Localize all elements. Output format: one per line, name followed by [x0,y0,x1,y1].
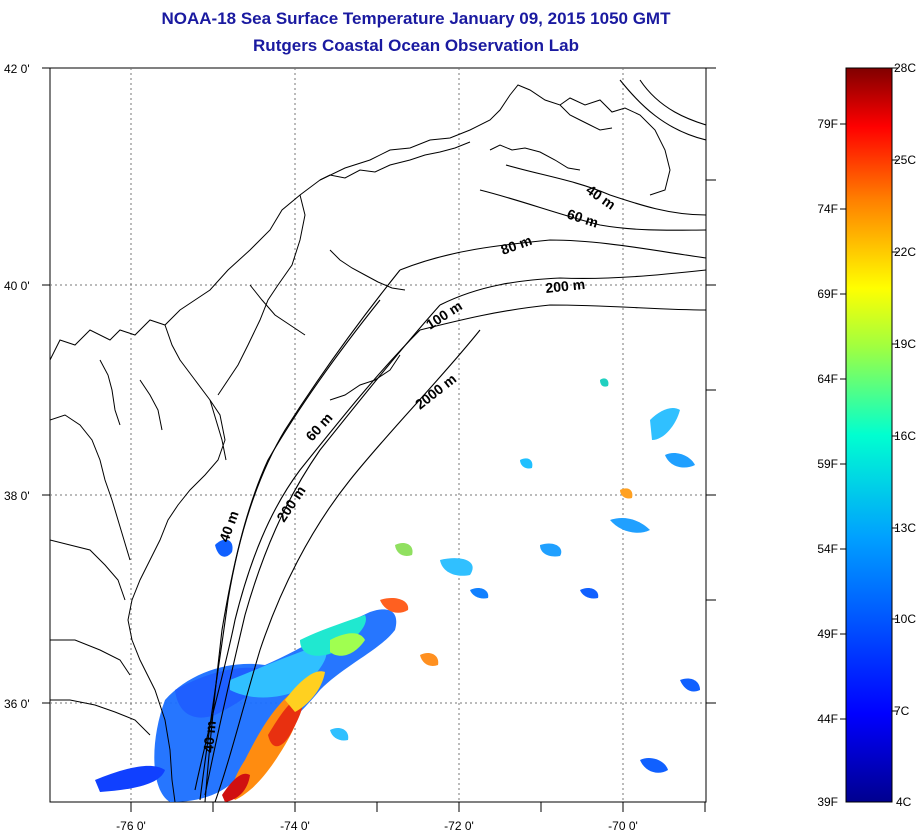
latitude-labels: 42 0' 40 0' 38 0' 36 0' [4,62,30,711]
cb-f-49: 49F [817,627,838,641]
sst-data-layer [95,378,700,802]
lon-label-70: -70 0' [608,819,638,832]
frame-ticks [42,67,716,812]
colorbar-gradient [845,67,893,803]
lat-label-38: 38 0' [4,489,30,503]
lon-label-72: -72 0' [444,819,474,832]
cb-f-69: 69F [817,287,838,301]
colorbar: 79F 74F 69F 64F 59F 54F 49F 44F 39F 28C … [817,61,916,809]
coastline [50,84,671,802]
lat-label-36: 36 0' [4,697,30,711]
longitude-labels: -76 0' -74 0' -72 0' -70 0' [116,819,638,832]
cb-c-4: 4C [896,795,912,809]
cb-c-10: 10C [894,612,916,626]
contour-label-40m-south: 40 m [200,720,219,753]
cb-c-28: 28C [894,61,916,75]
lat-label-40: 40 0' [4,279,30,293]
lon-label-74: -74 0' [280,819,310,832]
cb-c-13: 13C [894,521,916,535]
lat-label-42: 42 0' [4,62,30,76]
lon-label-76: -76 0' [116,819,146,832]
cb-c-7: 7C [894,704,910,718]
bathymetry-contours [194,79,706,802]
cb-c-25: 25C [894,153,916,167]
cb-f-79: 79F [817,117,838,131]
cb-c-16: 16C [894,429,916,443]
cb-f-59: 59F [817,457,838,471]
cb-f-74: 74F [817,202,838,216]
map-subtitle: Rutgers Coastal Ocean Observation Lab [253,36,579,55]
map-title: NOAA-18 Sea Surface Temperature January … [161,9,671,28]
cb-f-64: 64F [817,372,838,386]
cb-c-19: 19C [894,337,916,351]
cb-c-22: 22C [894,245,916,259]
cb-f-44: 44F [817,712,838,726]
cb-f-54: 54F [817,542,838,556]
cb-f-39: 39F [817,795,838,809]
map-frame [49,67,707,803]
contour-label-200m-north: 200 m [545,276,586,296]
